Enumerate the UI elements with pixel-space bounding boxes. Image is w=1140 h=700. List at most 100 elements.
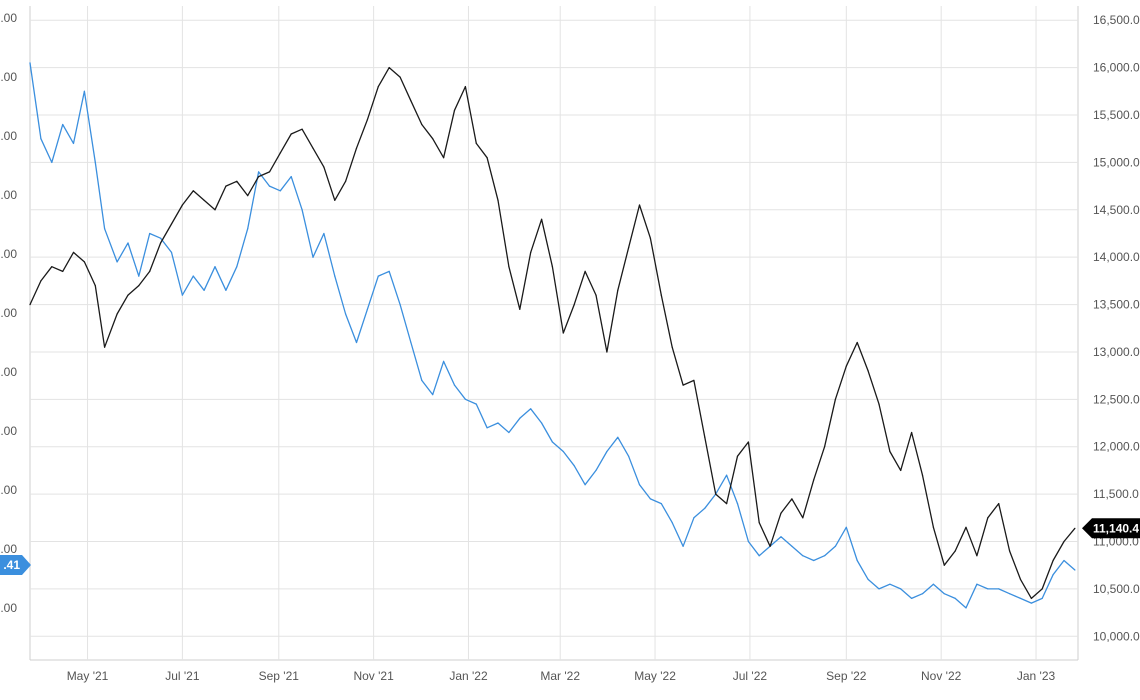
left-tick-label: .00 — [0, 542, 17, 556]
left-tick-label: .00 — [0, 247, 17, 261]
series-1-point — [954, 550, 956, 552]
series-1-point — [856, 341, 858, 344]
series-2-point — [138, 275, 140, 277]
series-1-point — [51, 266, 53, 268]
series-1-point — [443, 157, 445, 159]
left-tick-label: .00 — [0, 306, 17, 320]
series-2-point — [987, 588, 989, 590]
series-2-point — [301, 209, 303, 211]
series-2-point — [856, 559, 858, 562]
series-1-point — [268, 171, 271, 173]
series-1-point — [551, 266, 554, 268]
left-tick-label: .00 — [0, 11, 17, 25]
series-1-point — [921, 474, 924, 476]
flag-label: 11,140.4 — [1093, 521, 1139, 535]
x-tick-label: Sep '21 — [259, 669, 300, 683]
series-2-point — [1041, 597, 1043, 600]
x-tick-label: Jul '21 — [165, 669, 200, 683]
series-2-point — [29, 62, 31, 64]
series-1-point — [247, 195, 249, 197]
series-2-point — [617, 436, 619, 438]
series-2-point — [1063, 559, 1065, 562]
left-tick-label: .00 — [0, 365, 17, 379]
series-2-point — [410, 341, 412, 344]
series-2-point — [562, 450, 564, 453]
series-1-point — [584, 270, 586, 272]
series-2-point — [443, 360, 445, 362]
series-2-point — [551, 441, 554, 443]
series-1-point — [541, 218, 543, 220]
series-1-point — [682, 384, 684, 386]
series-1-point — [464, 86, 466, 88]
right-tick-label: 15,000.0 — [1093, 155, 1140, 169]
series-1-point — [355, 147, 358, 149]
series-2-point — [127, 242, 129, 244]
series-1-point — [508, 266, 510, 268]
series-1-point — [965, 526, 967, 528]
series-2-point — [530, 408, 532, 410]
series-1-point — [900, 469, 902, 471]
series-1-point — [104, 346, 106, 348]
right-tick-label: 16,500.0 — [1093, 13, 1140, 27]
series-1-point — [1052, 559, 1054, 562]
series-2-point — [94, 161, 96, 163]
flag-label: .41 — [3, 558, 20, 572]
series-2-point — [62, 123, 64, 126]
series-2-point — [649, 498, 652, 500]
series-2-point — [486, 427, 488, 429]
right-tick-label: 14,500.0 — [1093, 203, 1140, 217]
series-2-point — [388, 270, 390, 272]
series-2-point — [247, 228, 249, 230]
series-2-point — [475, 403, 477, 405]
series-2-point — [878, 588, 880, 590]
series-1-point — [127, 294, 129, 296]
left-tick-label: .00 — [0, 424, 17, 438]
series-2-point — [464, 398, 466, 400]
series-2-point — [236, 266, 238, 268]
series-1-point — [726, 503, 728, 505]
series-1-point — [606, 351, 608, 353]
series-2-point — [377, 275, 379, 277]
series-2-point — [1052, 574, 1054, 576]
series-1-point — [301, 128, 303, 130]
series-2-point — [791, 545, 793, 547]
series-1-point — [225, 185, 227, 187]
series-2-point — [932, 583, 935, 585]
series-1-point — [160, 242, 162, 244]
series-2-point — [660, 503, 662, 505]
series-1-point — [780, 512, 782, 514]
series-2-point — [432, 394, 434, 396]
series-2-point — [170, 251, 173, 253]
series-1-point — [758, 522, 760, 524]
series-2-point — [900, 588, 902, 590]
series-1-point — [519, 308, 521, 310]
series-1-point — [671, 346, 673, 348]
series-2-point — [399, 304, 401, 306]
series-1-point — [170, 223, 173, 225]
series-1-point — [334, 199, 336, 201]
series-2-point — [355, 341, 358, 344]
series-2-point — [290, 176, 292, 178]
last-value-flag-left: .41 — [0, 555, 31, 575]
series-1-point — [181, 204, 183, 206]
series-1-point — [976, 555, 978, 557]
series-2-point — [258, 171, 260, 173]
x-tick-label: Nov '22 — [921, 669, 962, 683]
series-1-point — [813, 479, 815, 481]
series-1-point — [399, 76, 401, 78]
series-1-point — [562, 332, 564, 334]
series-2-point — [628, 455, 630, 457]
series-lines — [29, 62, 1076, 609]
series-2-point — [595, 469, 597, 471]
series-2-point — [40, 138, 42, 140]
right-tick-label: 12,000.0 — [1093, 440, 1140, 454]
series-2-point — [845, 526, 847, 528]
x-tick-label: Sep '22 — [826, 669, 867, 683]
series-2-point — [192, 275, 194, 277]
series-2-point — [160, 237, 162, 239]
series-line-2 — [29, 62, 1076, 609]
series-2-point — [726, 474, 728, 476]
series-1-point — [453, 109, 456, 111]
right-tick-label: 11,500.0 — [1093, 487, 1139, 501]
series-2-point — [584, 484, 586, 486]
